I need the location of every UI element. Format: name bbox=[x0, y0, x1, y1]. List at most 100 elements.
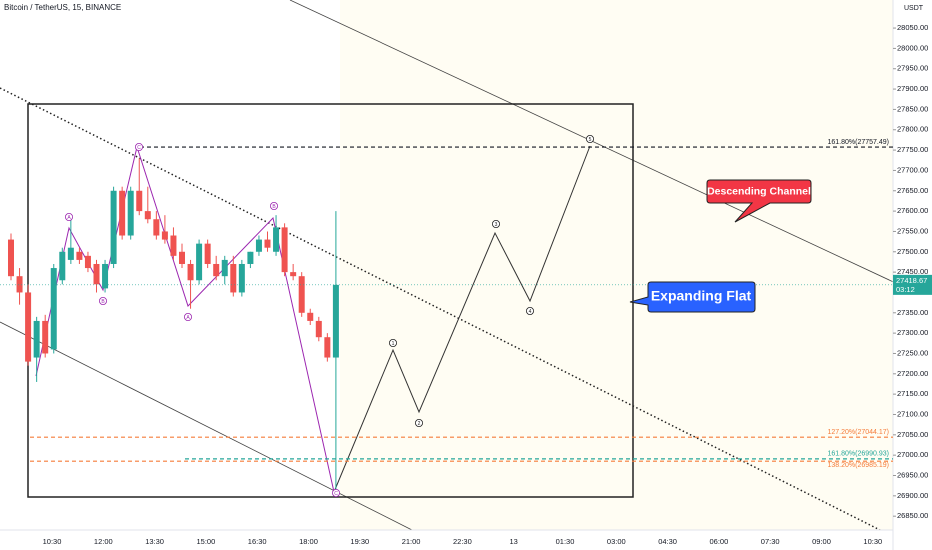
candle-body bbox=[204, 243, 211, 264]
wave-label: A bbox=[186, 315, 190, 321]
wave-label: C bbox=[334, 491, 338, 497]
y-tick-label: 27750.00 bbox=[897, 145, 928, 154]
candle-body bbox=[144, 211, 151, 220]
candle-body bbox=[25, 292, 32, 362]
last-price-box bbox=[893, 274, 932, 295]
candle-body bbox=[161, 231, 168, 240]
x-tick-label: 01:30 bbox=[556, 537, 575, 546]
x-tick-label: 13:30 bbox=[145, 537, 164, 546]
y-tick-label: 27550.00 bbox=[897, 226, 928, 235]
wave-circle bbox=[269, 201, 278, 210]
wave-circle bbox=[99, 296, 108, 305]
candle-body bbox=[290, 272, 297, 277]
y-tick-label: 27150.00 bbox=[897, 389, 928, 398]
wave-circle bbox=[586, 134, 595, 143]
candle-body bbox=[110, 190, 117, 264]
wave-label: 4 bbox=[529, 309, 532, 315]
callout-descending: Descending Channel bbox=[706, 179, 812, 223]
wave-circle bbox=[526, 306, 535, 315]
x-tick-label: 04:30 bbox=[658, 537, 677, 546]
candle-body bbox=[136, 190, 143, 212]
y-tick-label: 27600.00 bbox=[897, 206, 928, 215]
y-tick-label: 26950.00 bbox=[897, 470, 928, 479]
candle-body bbox=[16, 276, 23, 293]
x-tick-label: 07:30 bbox=[761, 537, 780, 546]
x-tick-label: 12:00 bbox=[94, 537, 113, 546]
y-tick-label: 27450.00 bbox=[897, 267, 928, 276]
wave-circle bbox=[331, 488, 340, 497]
candle-body bbox=[281, 227, 288, 273]
y-tick-label: 27650.00 bbox=[897, 186, 928, 195]
candle-body bbox=[102, 263, 109, 289]
x-tick-label: 03:00 bbox=[607, 537, 626, 546]
y-tick-label: 27500.00 bbox=[897, 247, 928, 256]
wave-circle bbox=[134, 142, 143, 151]
countdown: 03:12 bbox=[896, 285, 915, 294]
wave-label: 3 bbox=[495, 222, 498, 228]
candle-body bbox=[298, 276, 305, 313]
y-tick-label: 27350.00 bbox=[897, 308, 928, 317]
channel-upper bbox=[289, 0, 932, 301]
x-tick-label: 15:00 bbox=[197, 537, 216, 546]
x-tick-label: 19:30 bbox=[350, 537, 369, 546]
y-tick-label: 27200.00 bbox=[897, 369, 928, 378]
candle-body bbox=[67, 247, 74, 260]
fib-label: 138.20%(26985.19) bbox=[828, 462, 890, 469]
y-tick-label: 26850.00 bbox=[897, 511, 928, 520]
x-tick-label: 22:30 bbox=[453, 537, 472, 546]
y-tick-label: 27700.00 bbox=[897, 165, 928, 174]
wave-label: 2 bbox=[418, 421, 421, 427]
chart-title: Bitcoin / TetherUS, 15, BINANCE bbox=[4, 3, 121, 12]
x-tick-label: 06:00 bbox=[710, 537, 729, 546]
currency: USDT bbox=[904, 5, 924, 12]
candle-body bbox=[324, 337, 331, 358]
fib-label: 161.80%(27757.49) bbox=[828, 139, 890, 146]
last-price: 27418.67 bbox=[896, 276, 927, 285]
candle-body bbox=[332, 284, 339, 358]
candle-body bbox=[255, 239, 262, 252]
fib-label: 127.20%(27044.17) bbox=[828, 429, 890, 436]
annotation: Expanding Flat bbox=[651, 288, 752, 304]
candle-body bbox=[119, 190, 126, 236]
y-tick-label: 27300.00 bbox=[897, 328, 928, 337]
y-tick-label: 27050.00 bbox=[897, 430, 928, 439]
candle-body bbox=[315, 320, 322, 338]
x-tick-label: 10:30 bbox=[863, 537, 882, 546]
candle-body bbox=[50, 268, 57, 350]
candle-body bbox=[213, 263, 220, 277]
y-tick-label: 27800.00 bbox=[897, 125, 928, 134]
candle-body bbox=[179, 251, 185, 264]
candle-body bbox=[221, 259, 228, 277]
x-tick-label: 09:00 bbox=[812, 537, 831, 546]
candle-body bbox=[273, 227, 280, 252]
fib-levels: 161.80%(27757.49) 127.20%(27044.17) 161.80… bbox=[30, 139, 893, 469]
dotted-trendline bbox=[0, 87, 881, 531]
candle-body bbox=[238, 263, 245, 293]
y-tick-label: 27250.00 bbox=[897, 348, 928, 357]
candle-body bbox=[247, 251, 254, 264]
x-tick-label: 18:00 bbox=[299, 537, 318, 546]
wave-labels: A B C A B C 1 2 3 4 5 bbox=[65, 134, 595, 497]
candle-body bbox=[264, 239, 271, 248]
wave-label: B bbox=[101, 299, 105, 305]
candle-body bbox=[153, 219, 160, 236]
y-tick-label: 27950.00 bbox=[897, 64, 928, 73]
candle-body bbox=[93, 263, 100, 285]
candle-body bbox=[187, 263, 194, 281]
wave-label: A bbox=[67, 215, 71, 221]
x-tick-label: 16:30 bbox=[248, 537, 267, 546]
wave-projection bbox=[333, 145, 591, 493]
candle-body bbox=[307, 312, 314, 321]
channel-lower bbox=[0, 321, 413, 531]
y-tick-label: 27100.00 bbox=[897, 409, 928, 418]
callout-flat: Expanding Flat bbox=[629, 281, 756, 313]
time-axis-bg bbox=[0, 530, 893, 550]
wave-label: B bbox=[272, 204, 276, 210]
candle-body bbox=[8, 239, 14, 277]
wave-label: 5 bbox=[589, 137, 592, 143]
candle-body bbox=[84, 255, 91, 269]
wave-circle bbox=[65, 212, 74, 221]
candle-body bbox=[33, 320, 40, 358]
y-tick-label: 26900.00 bbox=[897, 491, 928, 500]
candle-body bbox=[170, 235, 177, 256]
